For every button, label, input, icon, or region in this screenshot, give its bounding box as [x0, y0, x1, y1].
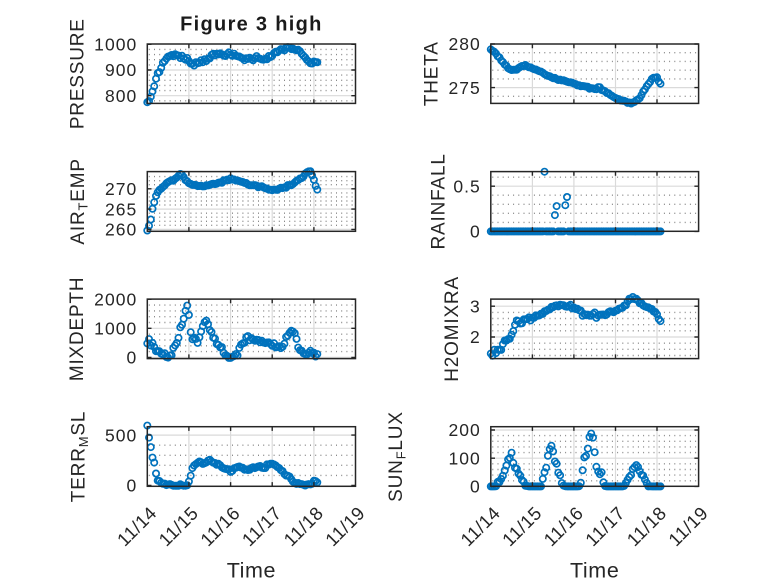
svg-text:265: 265	[105, 199, 137, 219]
svg-text:3: 3	[470, 296, 481, 316]
svg-text:TERRM​SL: TERRM​SL	[69, 411, 92, 502]
svg-text:0: 0	[470, 477, 481, 497]
svg-text:0: 0	[470, 222, 481, 242]
svg-text:Time: Time	[227, 559, 276, 583]
svg-text:900: 900	[105, 60, 137, 80]
svg-text:THETA: THETA	[422, 41, 443, 106]
svg-text:270: 270	[105, 179, 137, 199]
svg-text:AIRT​EMP: AIRT​EMP	[68, 158, 91, 244]
svg-text:Figure 3 high: Figure 3 high	[180, 13, 322, 35]
svg-text:275: 275	[448, 78, 480, 98]
svg-text:SUNF​LUX: SUNF​LUX	[386, 411, 409, 502]
svg-text:1000: 1000	[94, 319, 137, 339]
svg-text:Time: Time	[570, 559, 619, 583]
svg-text:1000: 1000	[94, 35, 137, 55]
svg-text:0.5: 0.5	[453, 176, 480, 196]
svg-text:0: 0	[127, 476, 138, 496]
svg-text:RAINFALL: RAINFALL	[429, 153, 450, 249]
svg-text:800: 800	[105, 86, 137, 106]
svg-text:100: 100	[448, 448, 480, 468]
svg-text:2: 2	[470, 327, 481, 347]
svg-text:0: 0	[127, 348, 138, 368]
svg-text:H2OMIXRA: H2OMIXRA	[442, 276, 463, 382]
svg-text:MIXDEPTH: MIXDEPTH	[67, 277, 88, 382]
svg-text:280: 280	[448, 34, 480, 54]
svg-text:260: 260	[105, 220, 137, 240]
svg-text:2000: 2000	[94, 290, 137, 310]
svg-text:PRESSURE: PRESSURE	[68, 18, 89, 129]
svg-text:500: 500	[105, 425, 137, 445]
svg-text:200: 200	[448, 420, 480, 440]
